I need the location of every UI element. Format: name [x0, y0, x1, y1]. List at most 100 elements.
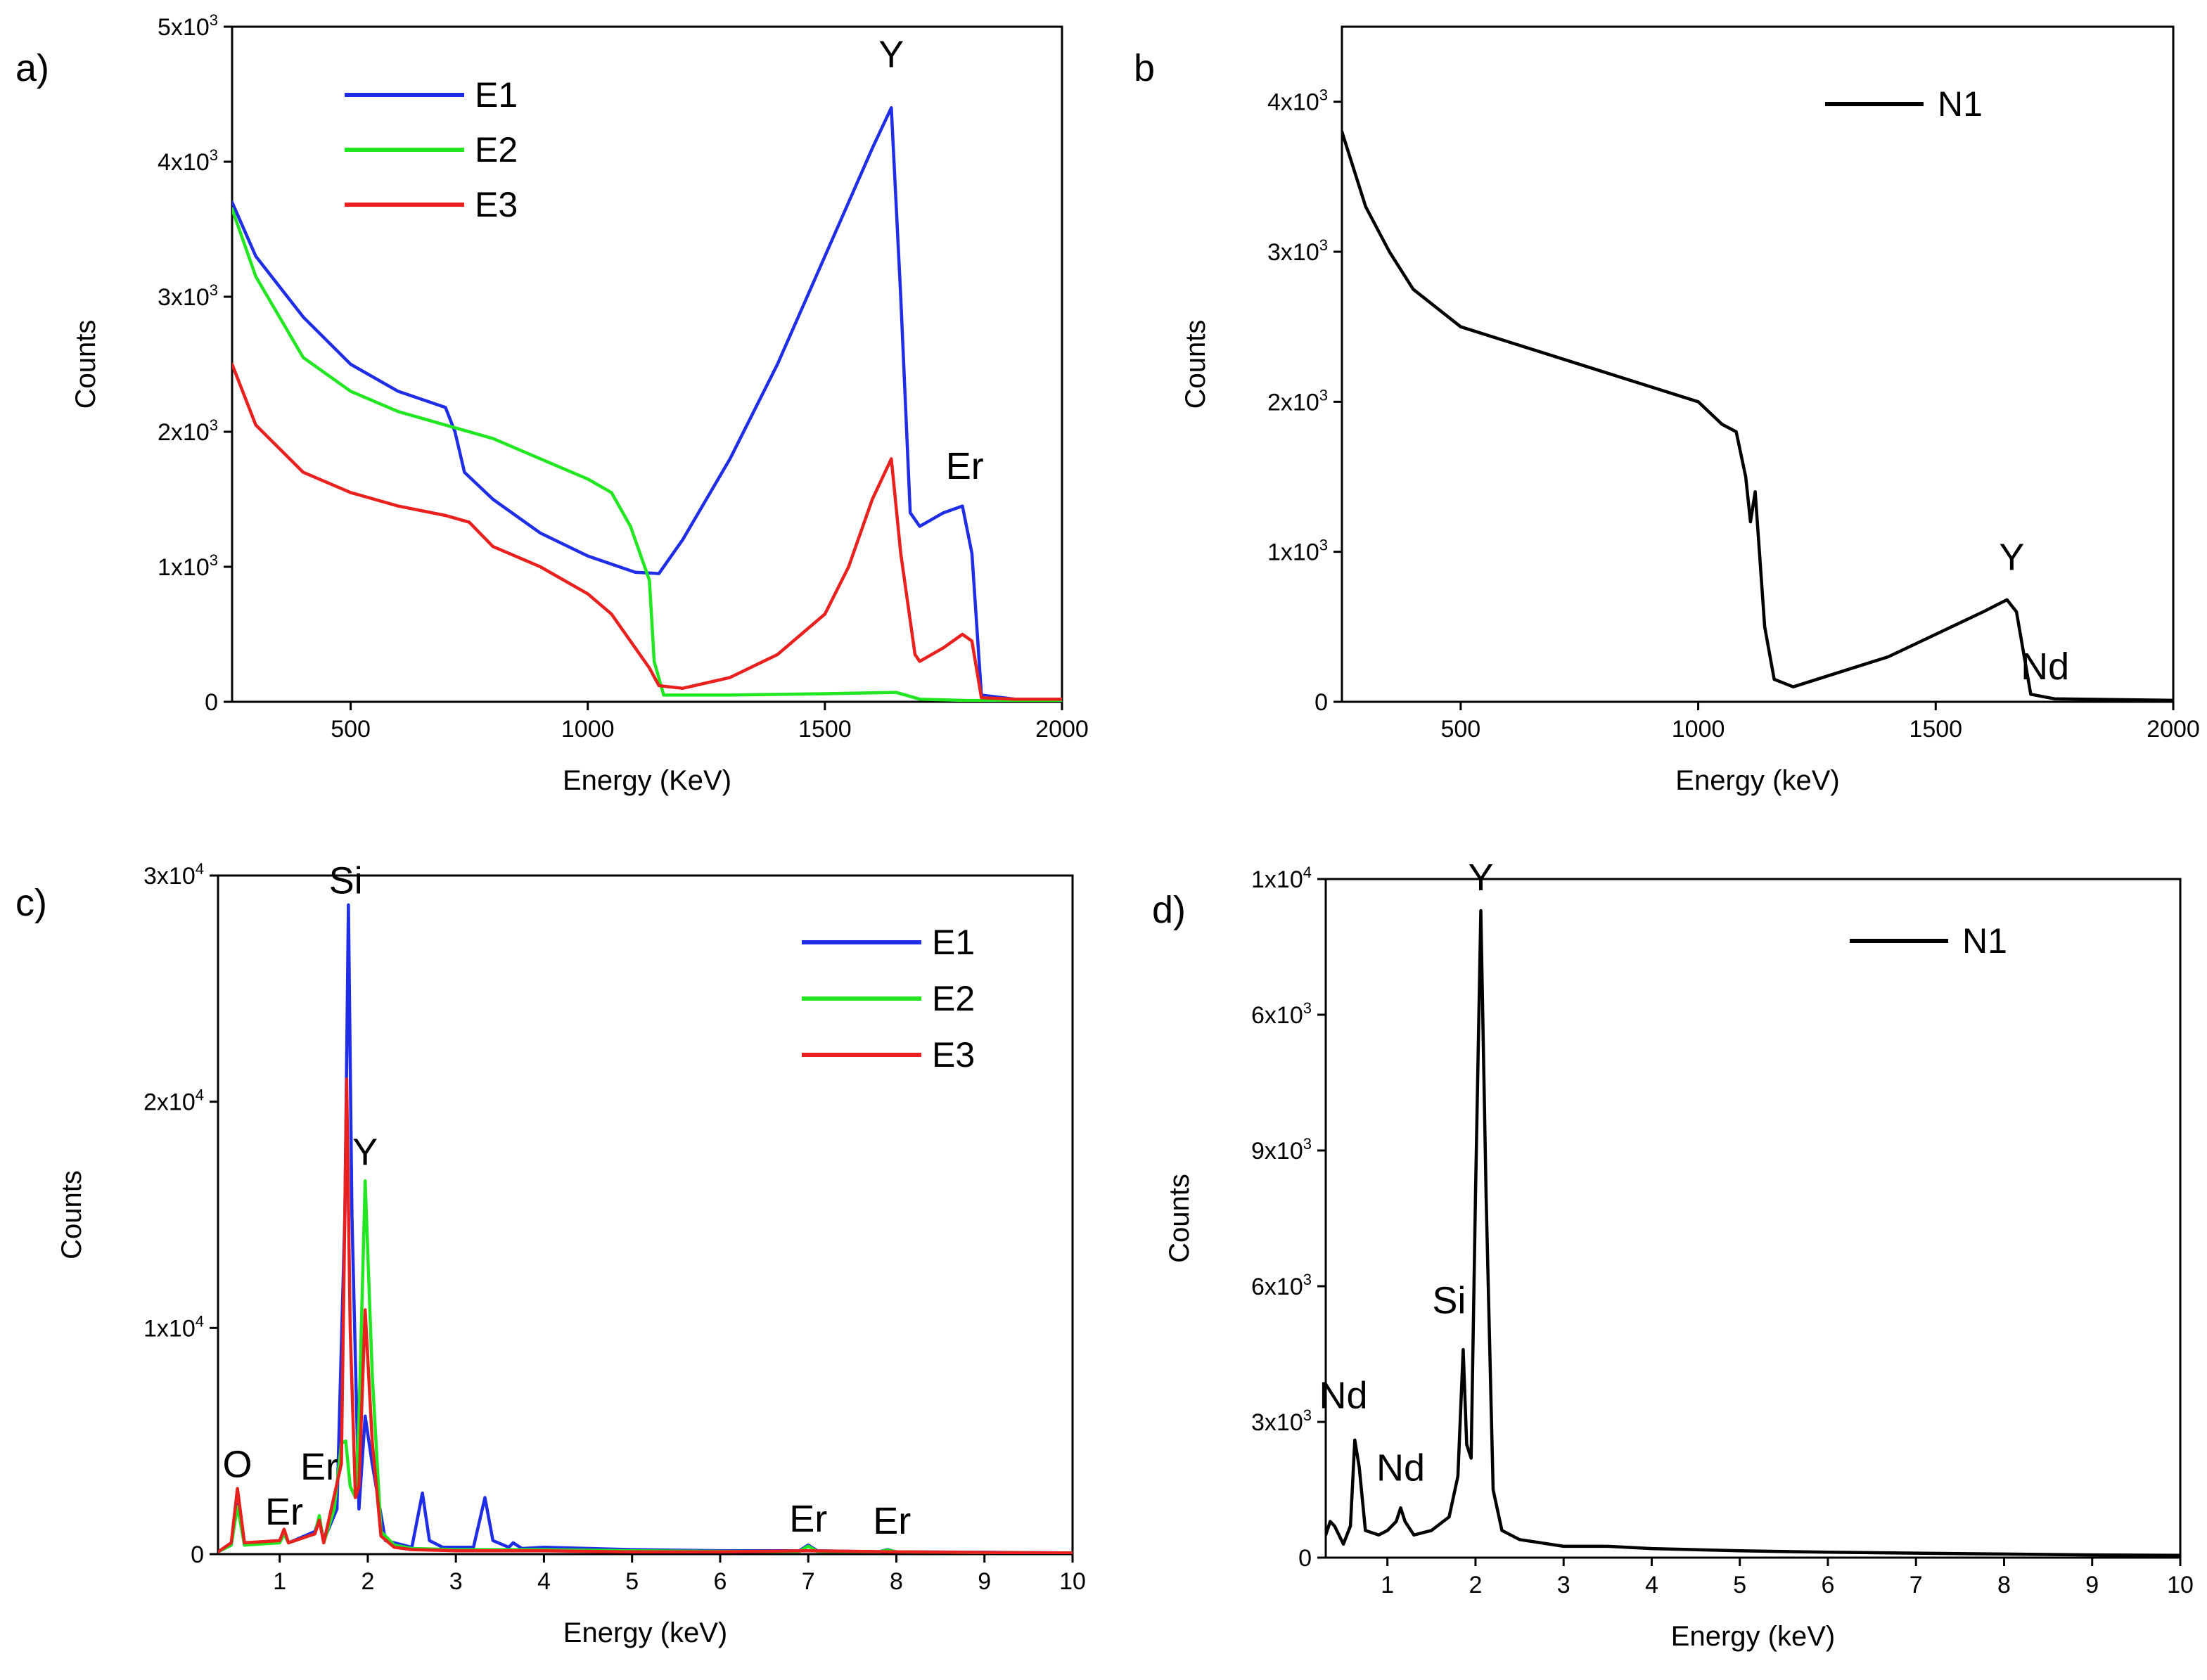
- annotation-c: O: [223, 1444, 252, 1486]
- plot-frame-c: [217, 874, 1074, 1556]
- legend-label-c-E2: E2: [932, 979, 975, 1018]
- panel-label-d: d): [1152, 889, 1186, 931]
- x-tick-label-d: 2: [1469, 1572, 1482, 1598]
- annotation-d: Si: [1432, 1280, 1466, 1322]
- x-tick-label-b: 500: [1440, 716, 1480, 743]
- legend-label-a-E3: E3: [475, 185, 518, 224]
- x-tick-label-c: 7: [802, 1568, 815, 1595]
- annotation-c: Er: [265, 1491, 303, 1533]
- panel-d: d) 1 2 3 4 5 6 7 8 9 10 0 3x103 6x103 9x103 6x103 1x104 E…: [1152, 857, 2194, 1652]
- y-tick-label-d: 3x103: [1251, 1406, 1312, 1436]
- y-tick-label-d: 6x103: [1251, 999, 1312, 1029]
- x-tick-label-b: 1000: [1672, 716, 1725, 743]
- x-tick-label-b: 1500: [1909, 716, 1962, 743]
- y-tick-label-b: 0: [1314, 689, 1328, 716]
- plot-frame-d: [1324, 878, 2182, 1559]
- x-axis-title-d: Energy (keV): [1671, 1621, 1835, 1652]
- y-tick-label-a: 0: [205, 689, 218, 716]
- series-line-a-E2: [232, 207, 1062, 702]
- panel-a: a) 500 1000 1500 2000 0 1x103 2x103 3x103 4x103 5x…: [15, 11, 1089, 796]
- x-tick-label-a: 2000: [1035, 716, 1089, 743]
- x-tick-label-a: 1500: [798, 716, 852, 743]
- y-tick-label-d: 1x104: [1251, 864, 1312, 893]
- y-tick-label-b: 2x103: [1267, 386, 1328, 416]
- x-axis-title-a: Energy (KeV): [563, 765, 731, 796]
- y-tick-label-c: 2x104: [143, 1086, 204, 1116]
- y-tick-label-d: 6x103: [1251, 1271, 1312, 1300]
- series-line-b-N1: [1342, 130, 2173, 702]
- y-axis-title-c: Counts: [56, 1170, 87, 1259]
- y-tick-label-b: 1x103: [1267, 537, 1328, 566]
- legend-label-d-N1: N1: [1962, 921, 2007, 961]
- y-axis-title-d: Counts: [1164, 1174, 1195, 1263]
- panel-c: c) 1 2 3 4 5 6 7 8 9 10 0 1x104 2x104 3x104 Energy (keV…: [15, 860, 1086, 1648]
- x-tick-label-d: 3: [1557, 1572, 1571, 1598]
- x-tick-label-c: 10: [1059, 1568, 1086, 1595]
- x-tick-label-a: 1000: [561, 716, 615, 743]
- annotation-c: Si: [329, 860, 363, 902]
- y-tick-label-b: 4x103: [1267, 86, 1328, 116]
- x-tick-label-b: 2000: [2147, 716, 2200, 743]
- annotation-a: Y: [878, 34, 904, 76]
- annotation-c: Er: [789, 1498, 827, 1540]
- annotation-b: Y: [1999, 536, 2024, 578]
- y-axis-title-a: Counts: [70, 320, 101, 409]
- annotation-c: Y: [352, 1131, 378, 1174]
- y-tick-label-b: 3x103: [1267, 236, 1328, 266]
- y-tick-label-a: 2x103: [158, 416, 218, 446]
- y-tick-label-d: 9x103: [1251, 1135, 1312, 1165]
- x-axis-title-b: Energy (keV): [1675, 765, 1839, 796]
- legend-c: E1 E2 E3: [802, 923, 975, 1075]
- x-tick-label-c: 8: [890, 1568, 903, 1595]
- x-tick-label-c: 2: [361, 1568, 374, 1595]
- y-tick-label-c: 3x104: [143, 860, 204, 890]
- legend-b: N1: [1825, 84, 1983, 124]
- legend-label-c-E1: E1: [932, 923, 975, 962]
- legend-label-a-E1: E1: [475, 75, 518, 115]
- annotation-b: Nd: [2021, 646, 2069, 688]
- plot-frame-b: [1341, 25, 2175, 703]
- legend-a: E1 E2 E3: [345, 75, 518, 224]
- legend-label-a-E2: E2: [475, 130, 518, 169]
- annotation-d: Y: [1468, 857, 1493, 899]
- legend-label-c-E3: E3: [932, 1035, 975, 1075]
- series-line-a-E1: [232, 105, 1062, 701]
- y-tick-label-a: 5x103: [158, 11, 218, 41]
- series-line-a-E3: [232, 362, 1062, 701]
- x-tick-label-c: 3: [449, 1568, 463, 1595]
- panel-label-b: b: [1134, 47, 1155, 89]
- panel-label-a: a): [15, 47, 49, 89]
- annotation-d: Nd: [1376, 1447, 1425, 1489]
- x-tick-label-d: 5: [1733, 1572, 1746, 1598]
- annotation-a: Er: [946, 445, 984, 487]
- x-tick-label-c: 6: [714, 1568, 727, 1595]
- x-tick-label-d: 9: [2085, 1572, 2099, 1598]
- x-tick-label-c: 4: [537, 1568, 551, 1595]
- y-tick-label-c: 1x104: [143, 1312, 204, 1342]
- plot-frame-a: [231, 25, 1063, 703]
- panel-b: b 500 1000 1500 2000 0 1x103 2x103 3x103 4x103 Ene…: [1134, 25, 2200, 796]
- x-tick-label-a: 500: [331, 716, 371, 743]
- x-tick-label-d: 8: [1997, 1572, 2011, 1598]
- x-tick-label-d: 6: [1822, 1572, 1835, 1598]
- x-tick-label-d: 10: [2167, 1572, 2194, 1598]
- y-tick-label-a: 1x103: [158, 551, 218, 581]
- y-tick-label-c: 0: [191, 1541, 204, 1568]
- x-tick-label-d: 1: [1381, 1572, 1394, 1598]
- x-tick-label-c: 9: [978, 1568, 991, 1595]
- annotation-c: Er: [873, 1500, 911, 1542]
- y-tick-label-d: 0: [1298, 1545, 1312, 1572]
- y-axis-title-b: Counts: [1180, 320, 1211, 409]
- x-axis-title-c: Energy (keV): [563, 1617, 727, 1648]
- legend-label-b-N1: N1: [1938, 84, 1983, 124]
- panel-label-c: c): [15, 882, 47, 924]
- annotation-c: Er: [300, 1446, 338, 1488]
- x-tick-label-d: 4: [1645, 1572, 1658, 1598]
- annotation-d: Nd: [1319, 1375, 1368, 1417]
- series-line-c-E3: [218, 1077, 1073, 1554]
- y-tick-label-a: 3x103: [158, 281, 218, 311]
- series-line-c-E2: [218, 1179, 1073, 1554]
- x-tick-label-c: 5: [625, 1568, 639, 1595]
- x-tick-label-c: 1: [273, 1568, 286, 1595]
